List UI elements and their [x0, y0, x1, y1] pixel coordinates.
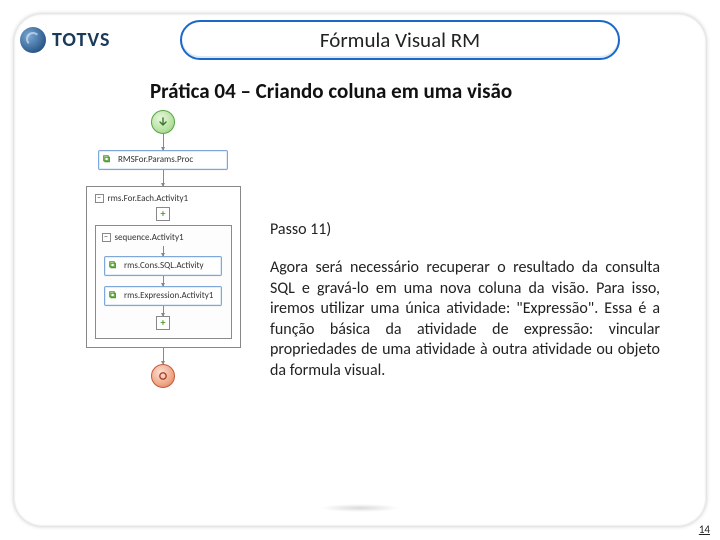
foreach-header: − rms.For.Each.Activity1 — [95, 193, 232, 204]
activity-icon: ⧉ — [109, 260, 121, 272]
logo: TOTVS — [20, 27, 110, 53]
activity-icon: ⧉ — [109, 290, 121, 302]
connector — [163, 134, 164, 150]
decorative-shadow — [320, 504, 400, 512]
logo-globe-icon — [20, 27, 46, 53]
activity-node: ⧉ rms.Cons.SQL.Activity — [104, 256, 222, 276]
foreach-label: rms.For.Each.Activity1 — [108, 193, 189, 204]
dropzone-icon: + — [156, 207, 170, 221]
end-node-icon — [151, 364, 175, 388]
collapse-icon: − — [102, 233, 111, 242]
connector — [163, 246, 164, 256]
sequence-header: − sequence.Activity1 — [102, 232, 225, 243]
node-label: rms.Cons.SQL.Activity — [124, 260, 204, 271]
foreach-container: − rms.For.Each.Activity1 + − sequence.Ac… — [86, 186, 241, 348]
collapse-icon: − — [95, 194, 104, 203]
activity-node: ⧉ rms.Expression.Activity1 — [104, 286, 222, 306]
sequence-container: − sequence.Activity1 ⧉ rms.Cons.SQL.Acti… — [95, 225, 232, 339]
body-text: Passo 11) Agora será necessário recupera… — [270, 220, 660, 381]
connector — [163, 306, 164, 316]
connector — [163, 276, 164, 286]
step-label: Passo 11) — [270, 220, 660, 240]
node-label: RMSFor.Params.Proc — [118, 154, 193, 165]
activity-node: ⧉ RMSFor.Params.Proc — [98, 150, 228, 170]
dropzone-icon: + — [156, 316, 170, 330]
brand-text: TOTVS — [52, 28, 110, 52]
connector — [163, 170, 164, 186]
activity-icon: ⧉ — [103, 154, 115, 166]
workflow-diagram: ⧉ RMSFor.Params.Proc − rms.For.Each.Acti… — [78, 110, 248, 388]
sequence-label: sequence.Activity1 — [115, 232, 184, 243]
node-label: rms.Expression.Activity1 — [124, 290, 213, 301]
subtitle: Prática 04 – Criando coluna em uma visão — [150, 78, 512, 104]
paragraph: Agora será necessário recuperar o result… — [270, 258, 660, 381]
title-pill: Fórmula Visual RM — [180, 20, 620, 60]
start-node-icon — [151, 110, 175, 134]
page-title: Fórmula Visual RM — [320, 27, 480, 53]
page-number: 14 — [699, 523, 710, 536]
connector — [163, 348, 164, 364]
